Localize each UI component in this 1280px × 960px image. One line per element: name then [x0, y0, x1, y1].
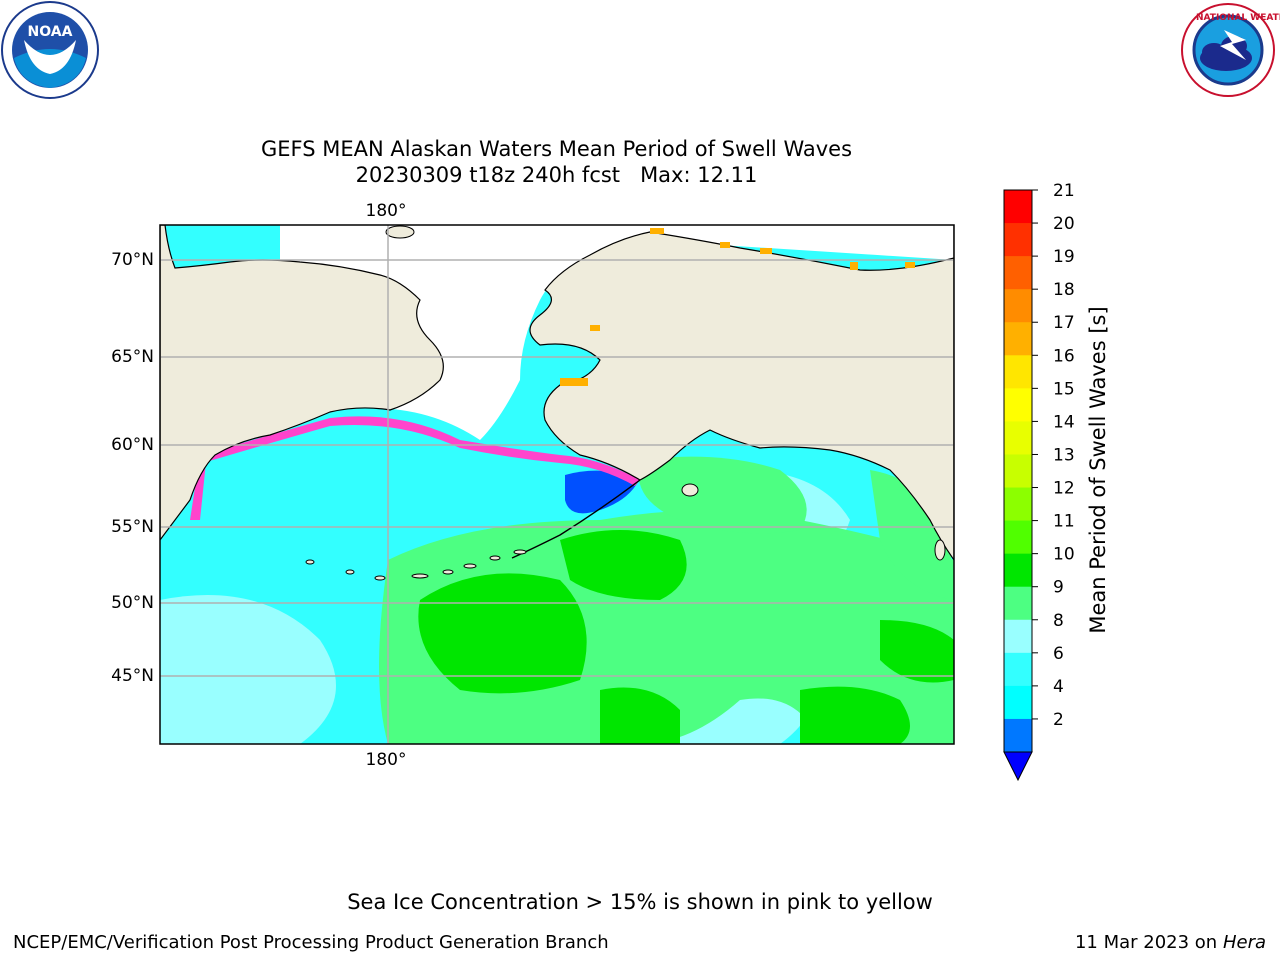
footer-date-text: 11 Mar 2023 on [1074, 932, 1218, 953]
colorbar-tick-label: 4 [1053, 677, 1064, 697]
colorbar-swatch [1004, 553, 1032, 588]
footer-branch: NCEP/EMC/Verification Post Processing Pr… [13, 932, 609, 953]
colorbar-extend-arrow [1003, 751, 1033, 782]
colorbar-swatch [1004, 619, 1032, 654]
colorbar-swatch [1004, 454, 1032, 489]
colorbar-tick-label: 16 [1053, 346, 1075, 366]
colorbar-tick-label: 8 [1053, 611, 1064, 631]
colorbar-swatch [1004, 685, 1032, 720]
colorbar-tick-label: 18 [1053, 280, 1075, 300]
colorbar-tick-label: 9 [1053, 578, 1064, 598]
nws-logo-icon: NATIONAL WEATHER SERVICE [1181, 3, 1280, 97]
colorbar-swatch [1004, 355, 1032, 389]
colorbar-tick-label: 13 [1053, 445, 1075, 465]
bristol-bay-low-period [565, 470, 640, 514]
colorbar-swatch [1004, 256, 1032, 290]
colorbar-frame [1003, 189, 1033, 753]
colorbar-tick-label: 12 [1053, 479, 1075, 499]
map-gridlines [160, 225, 954, 744]
colorbar-tick-label: 19 [1053, 247, 1075, 267]
lat-label-60: 60°N [111, 435, 154, 455]
lat-label-70: 70°N [111, 250, 154, 270]
colorbar-tick-label: 11 [1053, 512, 1075, 532]
colorbar-swatch [1004, 487, 1032, 522]
colorbar-tick-label: 14 [1053, 412, 1075, 432]
colorbar-swatch [1004, 652, 1032, 687]
map-frame [159, 224, 955, 745]
svg-text:NATIONAL WEATHER SERVICE: NATIONAL WEATHER SERVICE [1196, 13, 1280, 23]
noaa-logo-text: NOAA [28, 24, 73, 40]
land-chukotka [160, 225, 444, 541]
colorbar-swatch [1004, 322, 1032, 356]
lon-label-top: 180° [366, 201, 407, 221]
colorbar-swatch [1004, 586, 1032, 621]
colorbar-tick-label: 15 [1053, 379, 1075, 399]
sea-ice-note: Sea Ice Concentration > 15% is shown in … [347, 890, 933, 914]
colorbar-swatch [1004, 289, 1032, 323]
lon-label-bottom: 180° [366, 750, 407, 770]
lat-label-45: 45°N [111, 666, 154, 686]
colorbar-swatch [1004, 190, 1032, 224]
colorbar-swatch [1004, 223, 1032, 257]
chart-title: GEFS MEAN Alaskan Waters Mean Period of … [260, 137, 853, 161]
lat-label-55: 55°N [111, 517, 154, 537]
colorbar-tick-label: 20 [1053, 214, 1075, 234]
colorbar-swatch [1004, 520, 1032, 555]
colorbar-swatch [1004, 388, 1032, 422]
colorbar-tick-label: 17 [1053, 313, 1075, 333]
colorbar-swatch [1004, 718, 1032, 753]
footer-host: Hera [1222, 932, 1266, 953]
colorbar-swatch [1004, 421, 1032, 455]
colorbar: 21 20 19 18 17 16 15 14 13 12 11 10 9 8 6 4 2 [1003, 181, 1075, 782]
colorbar-title: Mean Period of Swell Waves [s] [1086, 306, 1110, 634]
lat-label-65: 65°N [111, 347, 154, 367]
chart-subtitle: 20230309 t18z 240h fcst Max: 12.11 [355, 163, 758, 187]
noaa-logo-icon: NOAA [1, 1, 99, 99]
lat-label-50: 50°N [111, 593, 154, 613]
colorbar-tick-label: 10 [1053, 545, 1075, 565]
footer-date: 11 Mar 2023 on Hera [1075, 932, 1266, 953]
colorbar-tick-label: 21 [1053, 181, 1075, 201]
colorbar-tick-label: 6 [1053, 644, 1064, 664]
land-alaska [529, 225, 954, 562]
colorbar-tick-label: 2 [1053, 710, 1064, 730]
